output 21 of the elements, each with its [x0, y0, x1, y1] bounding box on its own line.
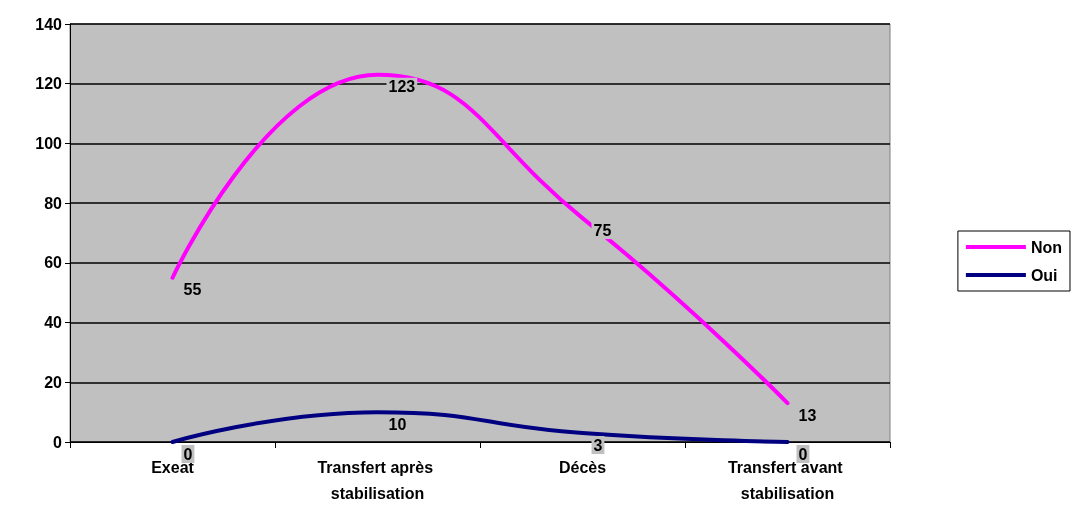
- data-label: 123: [388, 78, 416, 96]
- x-tick-label: Décès: [558, 458, 607, 476]
- data-label: 0: [183, 445, 193, 463]
- x-tick-label: Transfert après stabilisation: [317, 458, 438, 502]
- data-label: 75: [593, 221, 612, 239]
- y-tick-label: 120: [35, 75, 63, 93]
- data-label: 13: [798, 406, 817, 424]
- legend-label: Non: [1030, 238, 1063, 256]
- y-tick-label: 0: [53, 433, 63, 451]
- y-tick-label: 100: [35, 134, 63, 152]
- data-label: 55: [183, 281, 202, 299]
- line-series: [170, 72, 790, 406]
- data-label: 3: [593, 436, 603, 454]
- y-tick-label: 40: [44, 314, 63, 332]
- y-tick-label: 60: [44, 254, 63, 272]
- y-tick-label: 20: [44, 373, 63, 391]
- data-label: 0: [798, 445, 808, 463]
- legend-label: Oui: [1030, 266, 1058, 284]
- y-tick-label: 80: [44, 194, 63, 212]
- y-tick-label: 140: [35, 15, 63, 33]
- data-label: 10: [388, 415, 407, 433]
